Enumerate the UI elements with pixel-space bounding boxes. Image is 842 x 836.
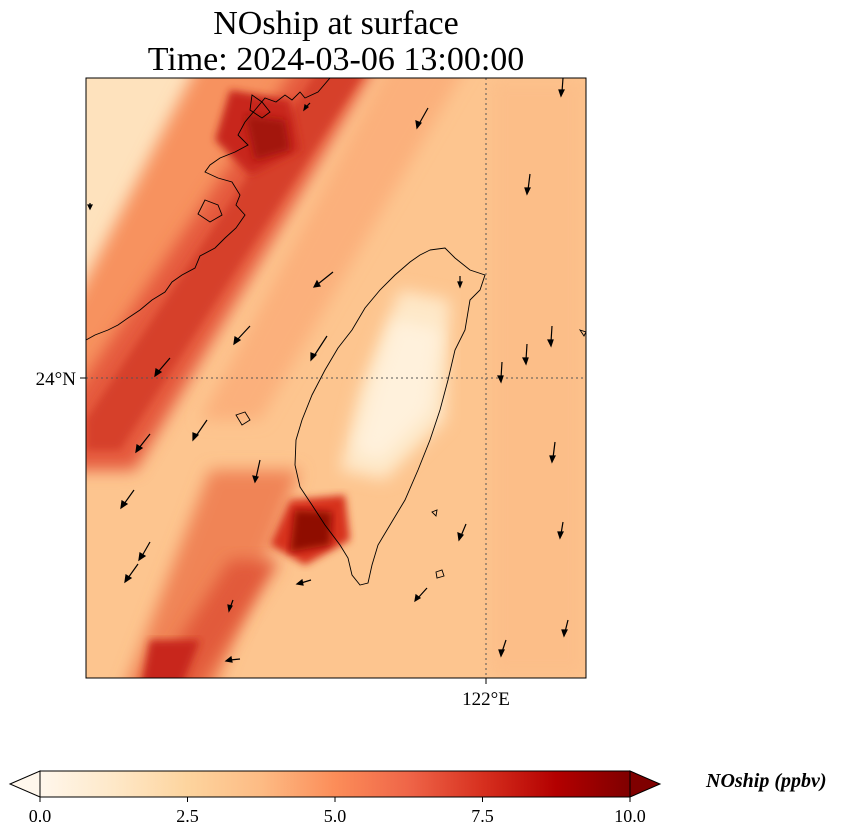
wind-arrow bbox=[303, 102, 311, 112]
wind-arrow bbox=[457, 276, 463, 289]
wind-arrow bbox=[561, 619, 569, 638]
lat-label: 24°N bbox=[36, 369, 77, 390]
wind-arrow bbox=[120, 489, 135, 510]
colorbar-tick-label: 0.0 bbox=[29, 806, 52, 826]
colorbar-bar bbox=[39, 770, 631, 798]
wind-arrow bbox=[224, 655, 241, 663]
colorbar-tick-label: 5.0 bbox=[324, 806, 347, 826]
colorbar-tick-label: 7.5 bbox=[471, 806, 494, 826]
concentration-field bbox=[86, 78, 586, 678]
china-coastline bbox=[86, 78, 331, 341]
colorbar-tick-label: 10.0 bbox=[614, 806, 646, 826]
wind-arrow bbox=[547, 325, 554, 348]
wind-arrow bbox=[310, 335, 328, 362]
wind-arrow bbox=[522, 343, 529, 366]
wind-arrow bbox=[414, 587, 428, 603]
wind-arrow bbox=[252, 459, 261, 484]
wind-arrow bbox=[557, 521, 564, 540]
wind-arrow bbox=[415, 107, 429, 130]
wind-arrow bbox=[87, 203, 93, 211]
wind-arrow bbox=[233, 325, 251, 346]
wind-arrow bbox=[135, 433, 151, 454]
colorbar-extend-min bbox=[8, 770, 41, 798]
coastlines bbox=[86, 78, 586, 586]
map-title-line1: NOship at surface bbox=[213, 5, 459, 42]
taiwan-coastline bbox=[294, 247, 486, 586]
colorbar-tick-label: 2.5 bbox=[176, 806, 199, 826]
wind-arrow bbox=[154, 357, 171, 378]
wind-arrow bbox=[497, 361, 504, 384]
wind-arrow bbox=[558, 77, 565, 98]
wind-arrow bbox=[498, 639, 507, 658]
map-title-line2: Time: 2024-03-06 13:00:00 bbox=[147, 41, 525, 78]
colorbar-extend-max bbox=[629, 770, 662, 798]
wind-arrow bbox=[124, 563, 139, 584]
wind-arrow bbox=[549, 441, 556, 464]
wind-vectors bbox=[87, 77, 569, 663]
wind-arrow bbox=[138, 541, 151, 562]
colorbar: 0.0 2.5 5.0 7.5 10.0 bbox=[8, 770, 662, 826]
colorbar-label: NOship (ppbv) bbox=[706, 770, 827, 792]
wind-arrow bbox=[192, 419, 208, 442]
wind-arrow bbox=[524, 173, 531, 196]
wind-arrow bbox=[312, 271, 334, 288]
wind-arrow bbox=[457, 523, 467, 542]
wind-arrow bbox=[295, 578, 312, 586]
wind-arrow bbox=[227, 599, 234, 613]
lon-label: 122°E bbox=[462, 689, 510, 710]
